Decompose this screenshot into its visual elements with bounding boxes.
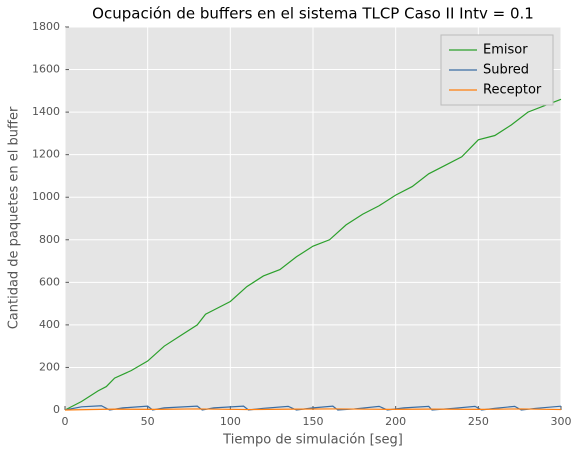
legend-label: Receptor <box>483 83 542 98</box>
x-tick-label: 250 <box>468 415 489 428</box>
x-tick-label: 150 <box>303 415 324 428</box>
legend-label: Subred <box>483 63 529 78</box>
y-tick-label: 1400 <box>32 105 60 118</box>
y-tick-label: 0 <box>53 403 60 416</box>
y-tick-label: 1600 <box>32 63 60 76</box>
x-tick-label: 100 <box>220 415 241 428</box>
y-tick-label: 200 <box>39 360 60 373</box>
y-axis-label: Cantidad de paquetes en el buffer <box>7 106 22 329</box>
series-line <box>64 408 562 411</box>
x-tick-label: 0 <box>62 415 69 428</box>
chart-title: Ocupación de buffers en el sistema TLCP … <box>92 5 534 23</box>
legend-label: Emisor <box>483 43 528 58</box>
series-line <box>64 98 562 411</box>
y-tick-label: 1800 <box>32 20 60 33</box>
x-tick-label: 200 <box>385 415 406 428</box>
y-tick-label: 1200 <box>32 148 60 161</box>
y-tick-label: 400 <box>39 318 60 331</box>
x-axis-label: Tiempo de simulación [seg] <box>222 433 403 448</box>
y-tick-label: 800 <box>39 233 60 246</box>
x-tick-label: 50 <box>141 415 155 428</box>
y-tick-label: 600 <box>39 275 60 288</box>
x-tick-label: 300 <box>551 415 572 428</box>
y-tick-label: 1000 <box>32 190 60 203</box>
